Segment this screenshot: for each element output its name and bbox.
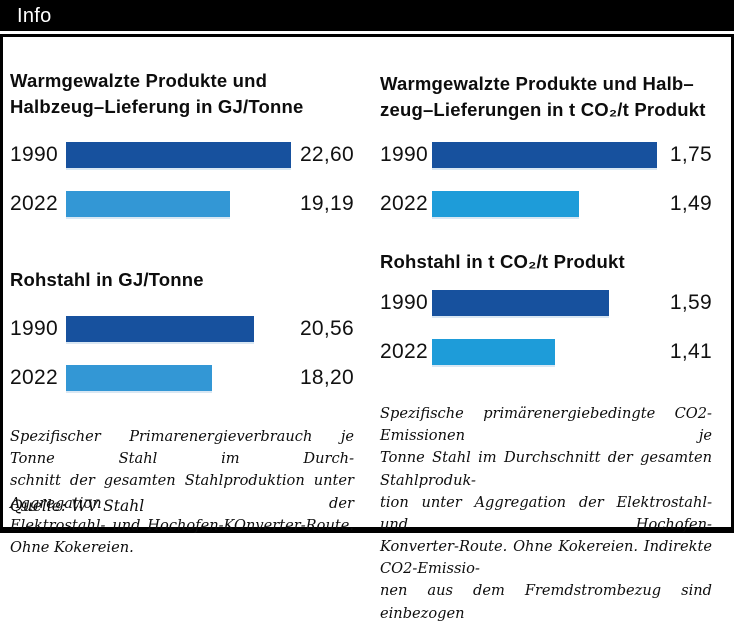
value-label: 19,19 — [299, 192, 354, 215]
chart-title-warmgewalzte-co2: Warmgewalzte Produkte und Halb– zeug–Lie… — [380, 73, 706, 120]
bar-track — [432, 191, 660, 217]
year-label: 1990 — [380, 143, 428, 166]
year-label: 2022 — [10, 192, 58, 215]
footnote-right: Spezifische primärenergiebedingte CO2-Em… — [380, 403, 712, 625]
value-label: 18,20 — [299, 366, 354, 389]
year-label: 2022 — [380, 340, 428, 363]
footnote-line: Spezifische primärenergiebedingte CO2-Em… — [380, 405, 712, 445]
value-bar — [66, 142, 291, 168]
left-column: Warmgewalzte Produkte und Halbzeug–Liefe… — [10, 37, 354, 556]
bar-row-1990: 1990 1,75 — [380, 142, 712, 168]
bar-track — [66, 191, 298, 217]
bar-track — [66, 365, 298, 391]
bar-track — [432, 290, 660, 316]
bar-track — [432, 142, 660, 168]
bar-row-2022: 2022 1,41 — [380, 339, 712, 365]
footnote-line: tion unter Aggregation der Elektrostahl-… — [380, 493, 712, 533]
header-title: Info — [17, 5, 52, 27]
bar-row-1990: 1990 20,56 — [10, 316, 354, 342]
year-label: 2022 — [10, 366, 58, 389]
bar-row-1990: 1990 1,59 — [380, 290, 712, 316]
chart-rohstahl-energie: 1990 20,56 2022 18,20 — [10, 316, 354, 414]
chart-title-rohstahl-energie: Rohstahl in GJ/Tonne — [10, 269, 204, 290]
value-label: 20,56 — [299, 317, 354, 340]
bar-row-2022: 2022 1,49 — [380, 191, 712, 217]
footnote-line: Spezifischer Primarenergieverbrauch je T… — [10, 428, 354, 468]
bar-row-2022: 2022 19,19 — [10, 191, 354, 217]
value-label: 1,49 — [669, 192, 712, 215]
value-label: 22,60 — [299, 143, 354, 166]
chart-warmgewalzte-energie: 1990 22,60 2022 19,19 — [10, 142, 354, 240]
value-bar — [432, 290, 609, 316]
chart-warmgewalzte-co2: 1990 1,75 2022 1,49 — [380, 142, 712, 240]
chart-title-rohstahl-co2: Rohstahl in t CO₂/t Produkt — [380, 251, 625, 272]
value-bar — [66, 365, 213, 391]
footnote-line: nen aus dem Fremdstrombezug sind einbezo… — [380, 582, 712, 622]
value-label: 1,75 — [669, 143, 712, 166]
bar-track — [66, 316, 298, 342]
footnote-left: Spezifischer Primarenergieverbrauch je T… — [10, 426, 354, 559]
footnote-line: Tonne Stahl im Durchschnitt der gesamten… — [380, 449, 712, 489]
bar-row-2022: 2022 18,20 — [10, 365, 354, 391]
value-label: 1,59 — [669, 291, 712, 314]
chart-title-warmgewalzte-energie: Warmgewalzte Produkte und Halbzeug–Liefe… — [10, 70, 304, 117]
year-label: 1990 — [380, 291, 428, 314]
content-frame: Warmgewalzte Produkte und Halbzeug–Liefe… — [0, 34, 734, 622]
header-bar: Info — [0, 0, 734, 31]
value-label: 1,41 — [669, 340, 712, 363]
value-bar — [66, 316, 255, 342]
chart-rohstahl-co2: 1990 1,59 2022 1,41 — [380, 290, 712, 388]
source-credit: Quelle: WV Stahl — [10, 497, 145, 515]
footnote-line: Elektrostahl- und Hochofen-KOnverter-Rou… — [10, 516, 354, 556]
year-label: 1990 — [10, 317, 58, 340]
value-bar — [432, 142, 658, 168]
value-bar — [66, 191, 231, 217]
bar-track — [432, 339, 660, 365]
year-label: 1990 — [10, 143, 58, 166]
year-label: 2022 — [380, 192, 428, 215]
value-bar — [432, 191, 580, 217]
value-bar — [432, 339, 555, 365]
footnote-line: Konverter-Route. Ohne Kokereien. Indirek… — [380, 538, 712, 578]
bar-track — [66, 142, 298, 168]
right-column: Warmgewalzte Produkte und Halb– zeug–Lie… — [380, 37, 712, 622]
footnote-line: schnitt der gesamten Stahlproduktion unt… — [10, 472, 354, 512]
bar-row-1990: 1990 22,60 — [10, 142, 354, 168]
